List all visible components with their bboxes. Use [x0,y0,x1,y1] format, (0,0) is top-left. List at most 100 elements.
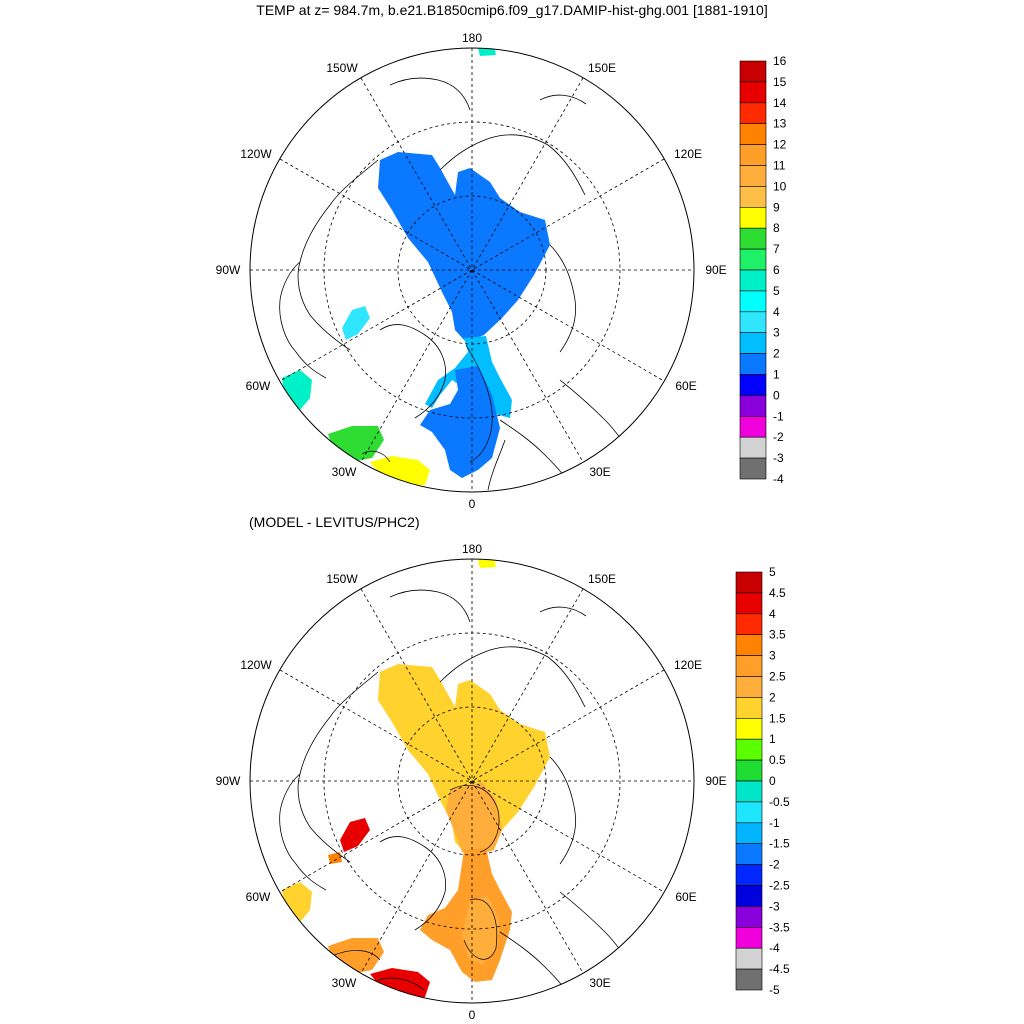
longitude-label: 120W [240,658,272,672]
colorbar-label: -5 [769,983,780,997]
longitude-labels: 180 150E 120E 90E 60E 30E 0 30W 60W 90W 120W 150W [216,542,727,1022]
colorbar-label: 13 [773,117,787,131]
coastlines [279,589,633,1003]
colorbar-label: -2.5 [769,879,790,893]
longitude-label: 30E [589,976,610,990]
colorbar-label: 0.5 [769,753,786,767]
colorbar-label: 6 [773,263,780,277]
graticule [250,48,694,492]
colorbar-swatch [735,697,763,719]
map-border [249,558,695,1004]
longitude-label: 90W [216,774,241,788]
field-baffin-edge [328,852,342,864]
colorbar-label: 3.5 [769,628,786,642]
colorbar-swatch [739,436,767,459]
colorbar-swatch [735,801,763,824]
difference-panel-title: (MODEL - LEVITUS/PHC2) [249,514,420,530]
longitude-label: 90E [705,774,726,788]
colorbar-swatch [739,144,767,166]
colorbar-swatch [739,207,767,229]
colorbar-label: 1 [773,368,780,382]
colorbar-label: 5 [773,284,780,298]
colorbar-label: 16 [773,54,787,68]
colorbar-label: -2 [773,430,784,444]
colorbar-swatch [735,780,763,803]
colorbar-label: 15 [773,75,787,89]
colorbar: 5 4.5 4 3.5 3 2.5 2 1.5 1 0.5 0 -0.5 -1 -1.5 -2 -2.5 -3 -… [735,565,790,997]
colorbar-swatch [739,457,767,480]
colorbar-swatch [735,655,763,677]
colorbar-swatch [739,186,767,208]
colorbar-swatch [739,123,767,145]
colorbar-label: 3 [769,649,776,663]
colorbar-swatch [739,353,767,375]
temperature-field [279,48,633,492]
colorbar-swatch [735,885,763,907]
field-labrador-sea [282,370,312,410]
colorbar-swatch [739,374,767,396]
colorbar-label: 8 [773,221,780,235]
colorbar-label: 7 [773,242,780,256]
colorbar-label: 3 [773,326,780,340]
colorbar-swatch [739,415,767,438]
colorbar-label: 10 [773,179,787,193]
colorbar-swatch [735,592,763,615]
longitude-label: 120E [674,147,702,161]
colorbar-label: 1 [769,732,776,746]
longitude-label: 60E [675,379,696,393]
longitude-label: 150W [326,61,358,75]
field-irminger-sea [328,426,384,462]
longitude-label: 0 [469,497,476,511]
colorbar-label: -1 [773,409,784,423]
colorbar-label: -4 [769,941,780,955]
page-title: TEMP at z= 984.7m, b.e21.B1850cmip6.f09_… [256,2,768,18]
longitude-label: 120W [240,147,272,161]
longitude-label: 30W [332,976,357,990]
colorbar-swatch [735,947,763,970]
contours [361,344,493,463]
colorbar-label: 0 [769,774,776,788]
colorbar-swatch [739,311,767,333]
colorbar-label: -1 [769,816,780,830]
colorbar-label: -3 [769,899,780,913]
colorbar-swatch [735,759,763,782]
colorbar-swatch [739,269,767,292]
colorbar-label: 11 [773,159,786,173]
field-arctic-basin [378,152,550,342]
colorbar-label: -2 [769,858,780,872]
longitude-label: 30E [589,465,610,479]
colorbar-swatch [735,738,763,761]
colorbar-label: -0.5 [769,795,790,809]
colorbar-label: 5 [769,565,776,579]
colorbar-swatch [735,613,763,635]
longitude-label: 60W [246,379,271,393]
colorbar-label: 2 [769,690,776,704]
colorbar-swatch [735,926,763,949]
longitude-label: 120E [674,658,702,672]
longitude-label: 90E [705,263,726,277]
colorbar-swatch [735,822,763,844]
longitude-label: 90W [216,263,241,277]
field-arctic-basin [378,664,550,854]
colorbar-swatch [735,864,763,886]
colorbar-label: -4.5 [769,962,790,976]
colorbar-label: 2 [773,347,780,361]
colorbar-label: 9 [773,200,780,214]
field-baffin-bay [340,818,370,852]
field-eurasian-basin [446,782,502,855]
longitude-label: 0 [469,1008,476,1022]
colorbar-label: 12 [773,138,787,152]
field-ne-atlantic [370,456,430,486]
colorbar-swatch [735,843,763,865]
field-norwegian-sea [420,848,512,982]
colorbar-label: 2.5 [769,670,786,684]
field-baffin-bay [342,306,370,340]
field-ne-atlantic [370,968,430,998]
colorbar-label: 14 [773,96,787,110]
difference-map-panel: 180 150E 120E 90E 60E 30E 0 30W 60W 90W 120W 150W 5… [216,542,790,1022]
field-bering-strait [478,48,496,56]
colorbar-label: 4 [773,305,780,319]
